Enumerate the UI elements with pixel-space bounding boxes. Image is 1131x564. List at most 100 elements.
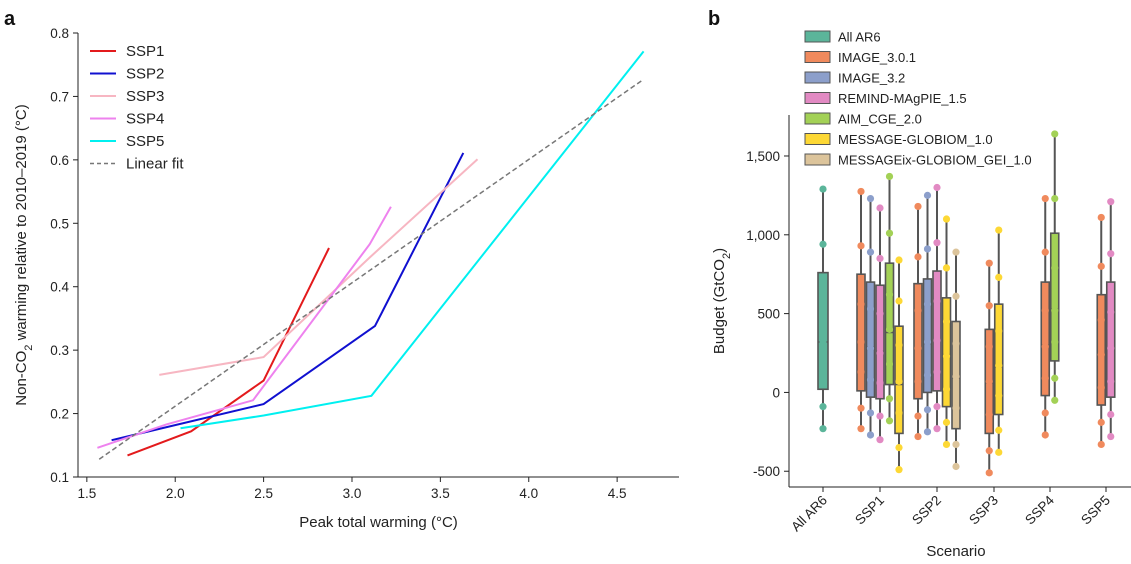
panel-b-letter: b: [708, 8, 720, 30]
data-point-remind-magpie-1-5: [933, 239, 941, 247]
box-image-3-0-1: [913, 282, 923, 400]
data-point-image-3-2: [866, 431, 875, 439]
data-point-remind-magpie-1-5: [933, 425, 941, 433]
data-point-message-globiom-1-0: [895, 341, 903, 349]
legend-label: IMAGE_3.2: [838, 71, 905, 86]
data-point-aim-cge-2-0: [1051, 306, 1059, 315]
data-point-remind-magpie-1-5: [876, 436, 884, 444]
data-point-message-globiom-1-0: [895, 409, 903, 417]
y-tick-label: 0.3: [50, 343, 69, 358]
x-tick-label: 4.0: [519, 486, 538, 501]
x-tick-label: 3.0: [343, 486, 362, 501]
y-axis-title: Budget (GtCO2): [711, 248, 733, 354]
data-point-image-3-2: [923, 245, 932, 253]
data-point-image-3-0-1: [1041, 431, 1049, 439]
data-point-image-3-2: [866, 344, 875, 352]
data-point-aim-cge-2-0: [1051, 396, 1059, 404]
x-tick-label: 4.5: [608, 486, 627, 501]
data-point-image-3-0-1: [1041, 409, 1049, 417]
data-point-image-3-0-1: [1041, 374, 1049, 382]
legend-label: SSP2: [126, 66, 164, 83]
x-tick-label: SSP3: [966, 493, 1001, 528]
data-point-message-globiom-1-0: [895, 297, 903, 305]
x-axis-title: Peak total warming (°C): [299, 514, 458, 531]
legend-label: SSP1: [126, 43, 164, 60]
data-point-image-3-2: [923, 338, 932, 346]
series-line-ssp3: [159, 158, 479, 376]
data-point-image-3-0-1: [1097, 440, 1105, 449]
data-point-remind-magpie-1-5: [1107, 410, 1115, 419]
data-point-remind-magpie-1-5: [1107, 198, 1115, 206]
y-tick-label: 1,500: [746, 149, 780, 164]
data-point-image-3-0-1: [1097, 418, 1105, 426]
y-tick-label: 0.5: [50, 216, 69, 231]
data-point-remind-magpie-1-5: [933, 183, 941, 192]
data-point-all-ar6: [819, 403, 827, 411]
data-point-image-3-0-1: [914, 344, 922, 352]
legend-label: SSP5: [126, 133, 164, 150]
legend-label: AIM_CGE_2.0: [838, 112, 922, 127]
data-point-image-3-0-1: [985, 259, 993, 267]
data-point-message-globiom-1-0: [895, 377, 903, 385]
legend-swatch: [804, 71, 831, 84]
data-point-message-globiom-1-0: [995, 426, 1003, 434]
legend-swatch: [804, 51, 831, 63]
data-point-image-3-2: [866, 194, 875, 203]
data-point-all-ar6: [819, 298, 827, 307]
data-point-messageix-globiom-gei-1-0: [952, 248, 960, 256]
data-point-image-3-0-1: [914, 432, 922, 441]
data-point-image-3-2: [923, 406, 932, 414]
data-point-image-3-0-1: [914, 253, 922, 261]
data-point-image-3-0-1: [857, 338, 865, 346]
box-remind-magpie-1-5: [932, 270, 942, 392]
data-point-remind-magpie-1-5: [876, 379, 884, 387]
data-point-image-3-2: [923, 371, 932, 379]
line-chart: 1.5 2.0 2.5 3.0 3.5 4.0 4.5 0.1 0.2 0.3 0.4 0.5 0.6 0…: [13, 26, 679, 531]
data-point-message-globiom-1-0: [995, 226, 1003, 234]
data-point-message-globiom-1-0: [995, 362, 1003, 370]
data-point-aim-cge-2-0: [1051, 374, 1059, 382]
data-point-all-ar6: [819, 425, 827, 433]
data-point-image-3-0-1: [1097, 316, 1105, 324]
data-point-image-3-0-1: [985, 410, 993, 419]
data-point-image-3-2: [923, 300, 932, 308]
data-point-remind-magpie-1-5: [876, 204, 884, 212]
data-point-message-globiom-1-0: [942, 352, 951, 360]
box-aim-cge-2-0: [1049, 232, 1060, 362]
data-point-message-globiom-1-0: [942, 418, 951, 426]
data-point-remind-magpie-1-5: [1107, 377, 1115, 385]
data-point-remind-magpie-1-5: [876, 412, 884, 420]
data-point-image-3-2: [923, 191, 932, 199]
data-point-remind-magpie-1-5: [933, 297, 941, 305]
data-point-all-ar6: [819, 338, 827, 346]
y-tick-label: 0.6: [50, 153, 69, 168]
data-point-image-3-0-1: [857, 187, 865, 196]
panel-a-letter: a: [4, 8, 16, 30]
data-point-image-3-0-1: [1041, 194, 1049, 203]
x-tick-label: 3.5: [431, 486, 450, 501]
box-remind-magpie-1-5: [1105, 281, 1116, 398]
data-point-image-3-0-1: [857, 242, 865, 250]
data-point-messageix-globiom-gei-1-0: [952, 292, 960, 300]
legend-label: SSP3: [126, 88, 164, 105]
data-point-image-3-0-1: [914, 306, 922, 315]
data-point-remind-magpie-1-5: [933, 403, 941, 411]
x-tick-label: SSP1: [852, 493, 887, 528]
y-axis-title: Non-CO2 warming relative to 2010–2019 (°…: [13, 104, 35, 405]
y-tick-label: 500: [757, 307, 780, 322]
data-point-image-3-0-1: [1041, 306, 1049, 315]
data-point-messageix-globiom-gei-1-0: [952, 440, 960, 449]
data-point-image-3-0-1: [914, 377, 922, 385]
data-point-message-globiom-1-0: [995, 327, 1003, 335]
data-point-image-3-0-1: [857, 404, 865, 412]
data-point-message-globiom-1-0: [895, 466, 903, 474]
legend-label: Linear fit: [126, 156, 184, 173]
data-point-remind-magpie-1-5: [933, 368, 941, 376]
data-point-message-globiom-1-0: [895, 256, 903, 264]
data-point-aim-cge-2-0: [885, 325, 894, 333]
data-point-image-3-0-1: [857, 300, 865, 308]
legend-label: IMAGE_3.0.1: [838, 50, 916, 65]
legend-label: SSP4: [126, 111, 164, 128]
legend-swatch: [804, 30, 831, 43]
data-point-image-3-0-1: [857, 425, 865, 433]
